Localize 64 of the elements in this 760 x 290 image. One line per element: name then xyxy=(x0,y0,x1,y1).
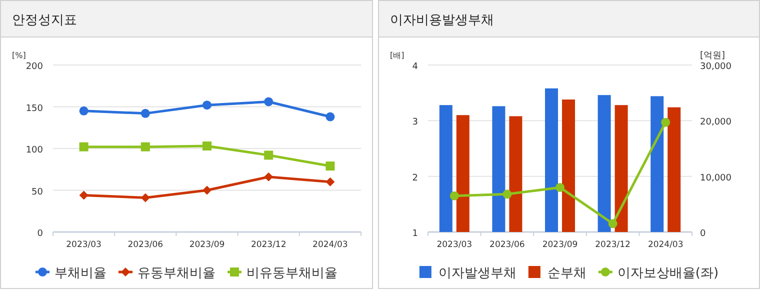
x-tick-label: 2023/03 xyxy=(436,240,472,250)
y-tick-label: 4 xyxy=(412,62,418,72)
legend-label: 순부채 xyxy=(547,266,586,281)
point xyxy=(264,97,274,106)
point xyxy=(202,141,212,150)
point xyxy=(140,142,150,152)
bar xyxy=(492,106,506,232)
chart-title: 이자비용발생부채 xyxy=(390,13,494,28)
point xyxy=(502,190,512,199)
legend-label: 유동부채비율 xyxy=(138,266,216,281)
point xyxy=(79,142,88,152)
y-tick-label: 0 xyxy=(37,229,44,239)
bar xyxy=(545,88,558,232)
point xyxy=(79,106,88,116)
y2-tick-label: 10,000 xyxy=(700,173,732,184)
bar xyxy=(562,100,575,232)
bar xyxy=(598,95,611,232)
point xyxy=(556,182,564,192)
point xyxy=(202,100,212,110)
y2-axis-title: [억원] xyxy=(700,51,726,61)
point xyxy=(326,162,335,171)
y-tick-label: 200 xyxy=(26,62,44,72)
chart-title: 안정성지표 xyxy=(12,13,77,28)
point xyxy=(264,150,274,160)
y-tick-label: 1 xyxy=(412,229,418,239)
point xyxy=(140,193,150,202)
legend-label: 비유동부채비율 xyxy=(246,266,338,281)
point xyxy=(264,172,274,182)
y2-tick-label: 20,000 xyxy=(700,118,732,128)
x-tick-label: 2023/12 xyxy=(595,240,630,250)
x-tick-label: 2024/03 xyxy=(648,240,684,250)
legend-label: 이자보상배율(좌) xyxy=(617,266,719,281)
y-tick-label: 3 xyxy=(412,118,418,128)
x-tick-label: 2023/12 xyxy=(250,240,286,250)
bar xyxy=(614,105,628,232)
x-tick-label: 2023/09 xyxy=(189,240,225,250)
point xyxy=(140,108,150,118)
point xyxy=(326,177,335,186)
y2-tick-label: 0 xyxy=(700,229,706,239)
y2-tick-label: 30,000 xyxy=(700,62,732,72)
y-axis-title: [배] xyxy=(390,51,404,60)
y-tick-label: 2 xyxy=(412,173,418,184)
point xyxy=(608,219,618,228)
x-tick-label: 2024/03 xyxy=(312,240,348,250)
point xyxy=(450,191,459,200)
y-tick-label: 150 xyxy=(26,104,44,114)
legend-label: 이자발생부채 xyxy=(438,266,516,281)
y-tick-label: 50 xyxy=(32,187,44,198)
point xyxy=(79,190,88,200)
bar xyxy=(509,116,522,232)
bar xyxy=(439,105,452,232)
x-tick-label: 2023/03 xyxy=(66,240,102,250)
bar xyxy=(456,115,470,232)
point xyxy=(326,112,335,122)
y-axis-title: [%] xyxy=(12,51,26,60)
point xyxy=(202,186,212,195)
bar xyxy=(668,107,681,232)
point xyxy=(661,118,670,127)
legend-label: 부채비율 xyxy=(54,266,106,281)
x-tick-label: 2023/06 xyxy=(128,240,164,250)
y-tick-label: 100 xyxy=(26,146,44,156)
bar xyxy=(650,96,664,232)
x-tick-label: 2023/06 xyxy=(490,240,525,250)
x-tick-label: 2023/09 xyxy=(542,240,578,250)
